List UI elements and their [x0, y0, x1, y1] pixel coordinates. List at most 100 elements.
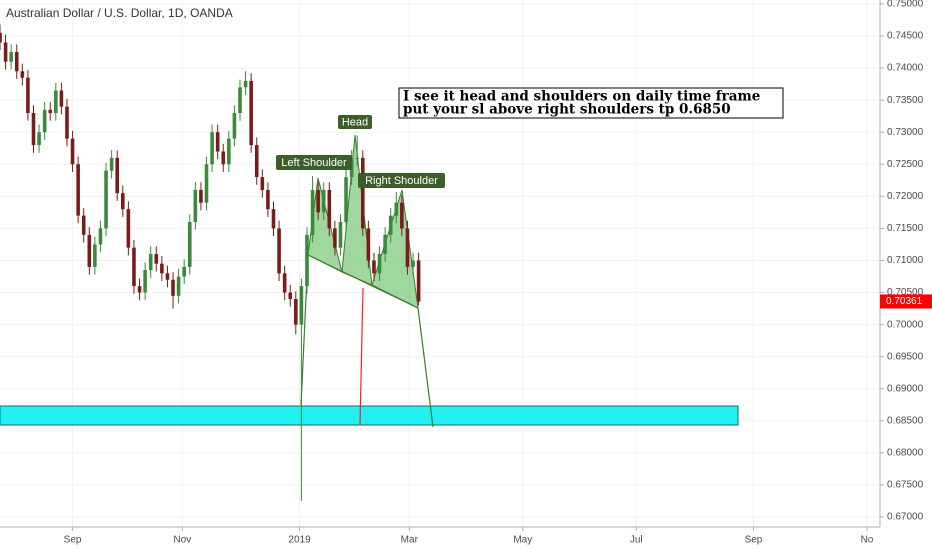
height-line — [359, 287, 364, 426]
candle-body — [126, 209, 131, 248]
candle-body — [70, 138, 75, 165]
x-tick-label: Mar — [401, 535, 419, 546]
candle-body — [160, 263, 164, 274]
candle-body — [411, 260, 415, 267]
candle-body — [0, 32, 2, 43]
left-shoulder-label: Left Shoulder — [281, 157, 347, 169]
y-tick-label: 0.73500 — [887, 95, 924, 106]
projection-line — [417, 307, 434, 428]
y-tick-label: 0.70000 — [887, 319, 924, 330]
candle-body — [54, 90, 58, 113]
neckline — [307, 254, 419, 309]
candle-body — [182, 266, 186, 277]
note-box — [398, 87, 784, 119]
candle-body — [405, 228, 410, 267]
y-tick-label: 0.69500 — [887, 351, 924, 362]
candle-body — [360, 157, 365, 229]
y-tick-label: 0.74500 — [887, 31, 924, 42]
y-tick-label: 0.70500 — [887, 287, 924, 298]
candle-body — [87, 234, 92, 267]
candle-body — [416, 260, 421, 302]
candle-body — [48, 109, 53, 113]
candle-body — [355, 157, 360, 159]
candle-body — [31, 112, 36, 146]
candle-body — [394, 202, 399, 216]
candle-body — [388, 215, 393, 235]
axes: 0.67000 0.67500 0.68000 0.68500 0.69000 0.695… — [64, 0, 932, 546]
candle-body — [115, 157, 120, 194]
candle-body — [282, 273, 287, 293]
candle-body — [109, 157, 114, 171]
candle-body — [249, 80, 253, 146]
head-label: Head — [342, 116, 368, 128]
candle-body — [187, 222, 192, 267]
candle-body — [243, 80, 248, 88]
target-zone — [0, 405, 739, 426]
x-tick-label: May — [513, 535, 532, 546]
candle-body — [193, 189, 198, 223]
candle-body — [148, 254, 153, 271]
y-tick-label: 0.73000 — [887, 127, 924, 138]
grid — [0, 0, 880, 527]
head-tag-bg — [338, 115, 372, 129]
candle-body — [299, 286, 304, 325]
candle-body — [176, 276, 181, 296]
y-tick-label: 0.69000 — [887, 383, 924, 394]
candle-body — [333, 228, 337, 248]
candle-body — [98, 228, 103, 245]
candle-body — [210, 132, 214, 165]
x-tick-label: Nov — [173, 535, 191, 546]
y-tick-label: 0.72000 — [887, 191, 924, 202]
candle-body — [377, 254, 382, 274]
candle-body — [316, 189, 320, 213]
y-tick-label: 0.68500 — [887, 415, 924, 426]
candle-body — [204, 164, 209, 203]
candle-body — [277, 228, 281, 274]
candle-body — [221, 151, 226, 165]
y-tick-label: 0.72500 — [887, 159, 924, 170]
candle-body — [65, 106, 69, 139]
y-tick-label: 0.67500 — [887, 480, 924, 491]
candle-body — [400, 202, 404, 229]
y-tick-label: 0.75000 — [887, 0, 924, 10]
x-tick-label: Sep — [64, 535, 82, 546]
candle-body — [238, 87, 242, 113]
candle-body — [321, 189, 326, 213]
candle-body — [59, 90, 64, 107]
y-tick-label: 0.74000 — [887, 63, 924, 74]
candle-body — [93, 244, 97, 267]
x-tick-label: 2019 — [288, 535, 311, 546]
candle-body — [14, 52, 19, 72]
candle-body — [132, 247, 136, 287]
y-tick-label: 0.68000 — [887, 448, 924, 459]
y-tick-label: 0.71500 — [887, 223, 924, 234]
x-tick-label: Jul — [630, 535, 643, 546]
candle-body — [154, 254, 159, 264]
candle-body — [9, 52, 13, 62]
right-shoulder-tag-bg — [358, 173, 445, 188]
candle-body — [20, 71, 25, 78]
candle-body — [165, 273, 170, 280]
candle-body — [271, 209, 276, 229]
candle-body — [266, 189, 270, 210]
candle-body — [104, 170, 108, 229]
x-tick-label: No — [861, 535, 874, 546]
y-tick-label: 0.67000 — [887, 512, 924, 523]
candle-body — [338, 222, 343, 248]
candle-body — [171, 279, 175, 296]
candle-body — [260, 177, 265, 190]
candle-body — [26, 77, 30, 113]
candle-body — [310, 189, 315, 235]
candle-body — [76, 164, 80, 216]
candle-body — [3, 42, 8, 62]
last-price-tag — [880, 294, 932, 309]
candle-body — [366, 228, 371, 261]
candle-body — [199, 189, 203, 203]
right-shoulder-label: Right Shoulder — [365, 175, 438, 187]
candle-body — [81, 215, 86, 235]
candle-body — [305, 234, 309, 287]
candle-body — [120, 193, 125, 210]
candle-body — [42, 109, 47, 133]
candle-body — [227, 138, 231, 165]
